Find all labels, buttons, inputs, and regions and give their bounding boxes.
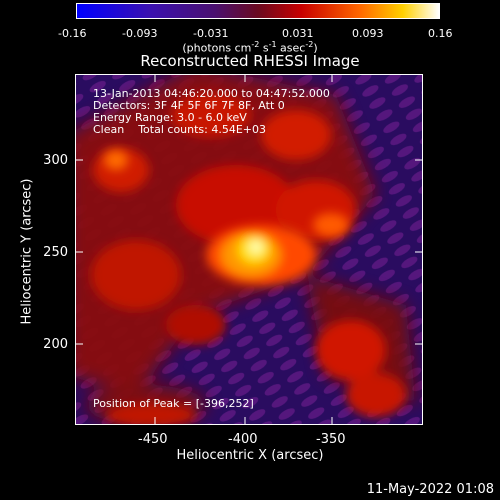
- x-tick-label: -450: [138, 432, 168, 447]
- x-axis-label: Heliocentric X (arcsec): [176, 448, 324, 463]
- colorbar-tick: 0.031: [282, 27, 314, 40]
- x-tick-label: -350: [316, 432, 346, 447]
- colorbar-tick: -0.031: [193, 27, 229, 40]
- colorbar: [76, 3, 440, 19]
- colorbar-tick: 0.093: [352, 27, 384, 40]
- date-stamp: 11-May-2022 01:08: [366, 482, 494, 497]
- colorbar-tick: -0.093: [122, 27, 158, 40]
- x-tick-label: -400: [228, 432, 258, 447]
- detectors-label: Detectors: 3F 4F 5F 6F 7F 8F, Att 0: [93, 99, 285, 112]
- colorbar-tick: -0.16: [58, 27, 87, 40]
- image-plot: [75, 74, 423, 425]
- y-tick-label: 200: [43, 337, 68, 352]
- clean-counts-label: Clean Total counts: 4.54E+03: [93, 123, 267, 136]
- time-range-label: 13-Jan-2013 04:46:20.000 to 04:47:52.000: [93, 87, 330, 100]
- energy-range-label: Energy Range: 3.0 - 6.0 keV: [93, 111, 247, 124]
- image-title: Reconstructed RHESSI Image: [140, 52, 360, 70]
- colorbar-tick: 0.16: [428, 27, 453, 40]
- y-tick-label: 250: [43, 245, 68, 260]
- rhessi-image: [76, 75, 422, 424]
- y-tick-label: 300: [43, 153, 68, 168]
- peak-position-label: Position of Peak = [-396,252]: [93, 397, 254, 410]
- colorbar-units: (photons cm-2 s-1 asec-2): [182, 40, 318, 55]
- y-axis-label: Heliocentric Y (arcsec): [19, 178, 35, 325]
